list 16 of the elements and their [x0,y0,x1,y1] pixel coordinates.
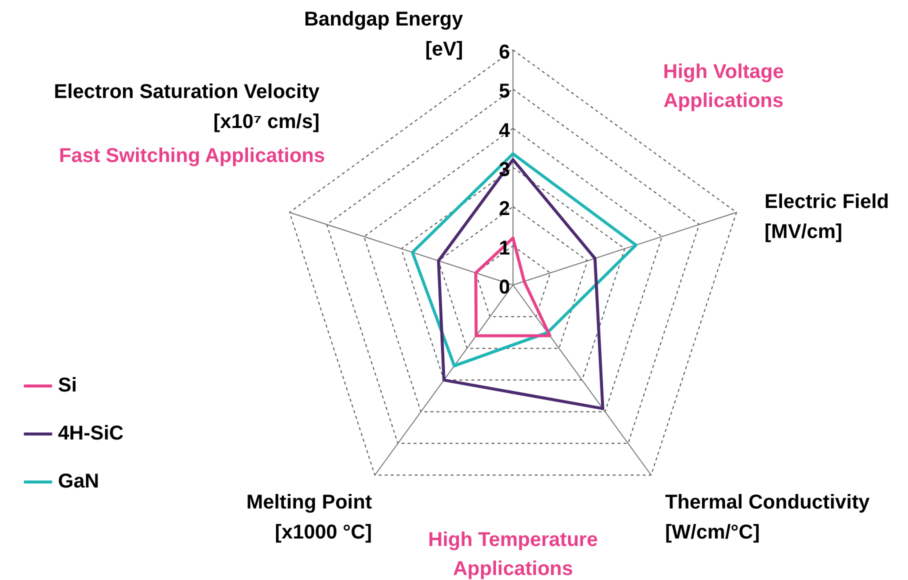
y-tick-label: 5 [498,80,510,103]
y-tick-label: 6 [498,42,510,64]
y-tick-label: 4 [498,120,511,142]
spoke-label: Electric Field [MV/cm] [764,190,889,243]
spoke-label: Melting Point [x1000 °C] [246,492,372,544]
spoke-label: Thermal Conductivity [W/cm/°C] [665,492,870,544]
text: High Voltage Applications [662,60,785,114]
y-tick-label: 2 [498,198,510,220]
spoke-label: Electron Saturation Velocity [x10⁷ cm/s] [54,80,320,133]
legend-label: 4H-SiC [58,422,124,445]
text: High Temperature Applications [428,529,598,580]
legend-label: Si [58,374,77,397]
spoke-label: Bandgap Energy [eV] [304,8,464,61]
legend-label: GaN [58,470,100,493]
text: Fast Switching Applications [58,144,325,169]
y-tick-label: 0 [498,276,510,299]
